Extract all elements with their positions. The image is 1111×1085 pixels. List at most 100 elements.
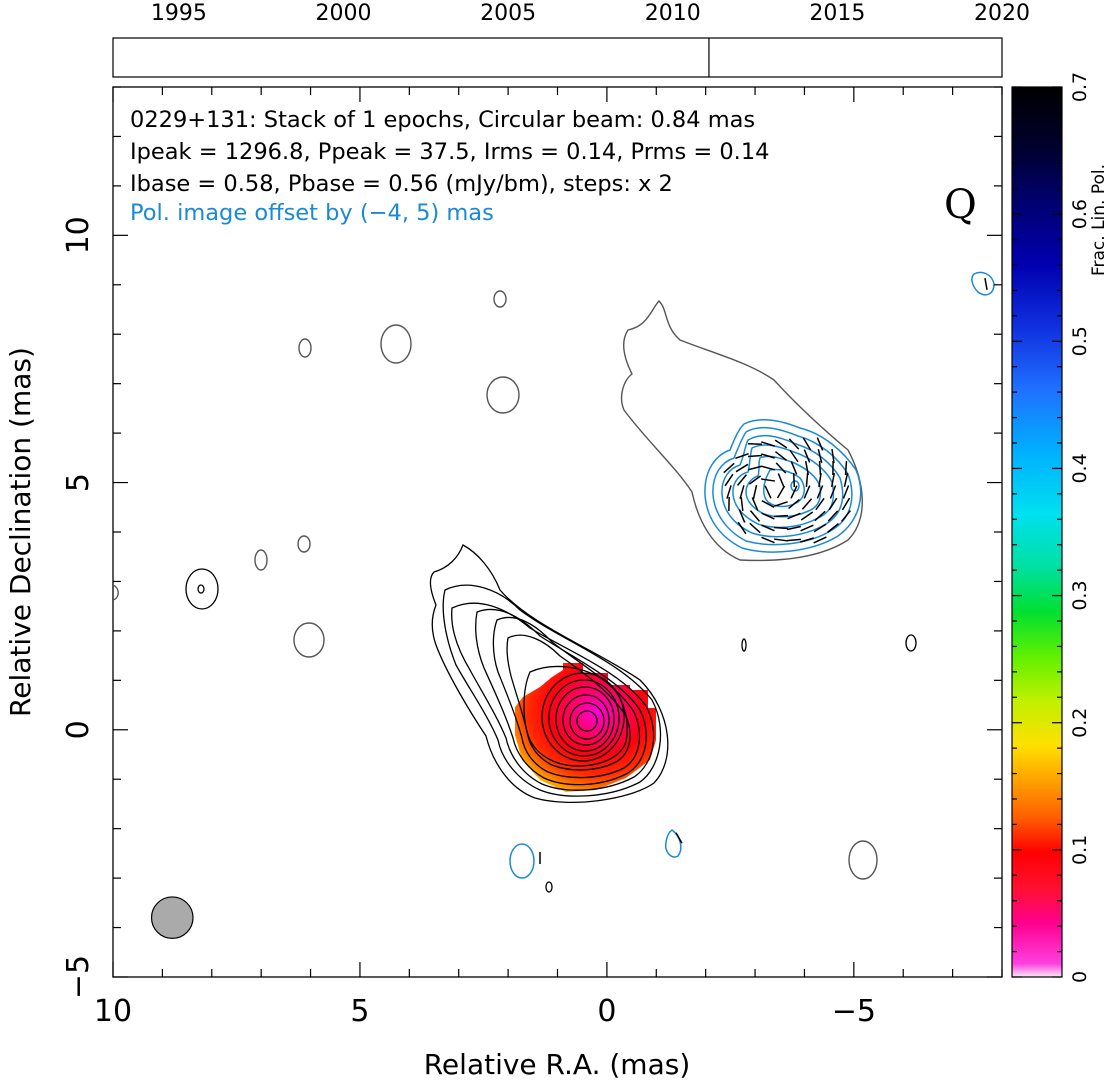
evpa-tick (831, 448, 835, 464)
timeline-year-label: 2000 (315, 1, 371, 26)
annotation-line: Ipeak = 1296.8, Ppeak = 37.5, Irms = 0.1… (130, 139, 769, 165)
annotation-block: 0229+131: Stack of 1 epochs, Circular be… (130, 107, 977, 228)
evpa-tick (786, 525, 802, 531)
intensity-contour (475, 608, 647, 786)
shifted-noise-contour (113, 584, 119, 601)
evpa-tick (827, 523, 839, 533)
evpa-tick (739, 485, 745, 499)
polarized-intensity-contours (509, 271, 995, 879)
evpa-tick (748, 465, 762, 471)
evpa-tick (813, 523, 827, 533)
evpa-tick (803, 449, 811, 463)
y-tick-label: 5 (61, 473, 96, 492)
pol-contour (732, 444, 835, 529)
intensity-contour (506, 634, 631, 771)
evpa-tick (984, 277, 988, 291)
evpa-tick (760, 478, 776, 482)
intensity-contour (541, 672, 625, 762)
evpa-tick (844, 460, 848, 476)
evpa-tick (804, 460, 810, 476)
evpa-tick (841, 497, 851, 511)
evpa-tick (813, 536, 827, 544)
shifted-noise-contour (486, 376, 520, 414)
evpa-tick (752, 485, 758, 499)
intensity-contour (555, 686, 615, 752)
intensity-contour (548, 679, 620, 757)
evpa-tick (818, 460, 822, 476)
colorbar-tick-label: 0.4 (1069, 453, 1091, 483)
colorbar-tick-label: 0.6 (1069, 199, 1091, 229)
intensity-contour (442, 584, 662, 797)
evpa-tick (843, 473, 849, 487)
colorbar-label: Frac. Lin. Pol. (1089, 164, 1109, 276)
timeline-year-label: 2005 (480, 1, 536, 26)
axis-ticks: 10 5 0 −5 −5 0 5 10 (61, 86, 1003, 1029)
x-axis-label: Relative R.A. (mas) (424, 1048, 691, 1081)
colorbar-gradient (1011, 86, 1063, 978)
timeline-frame (112, 37, 1003, 78)
pol-noise-contour (664, 829, 682, 858)
evpa-tick (675, 832, 683, 844)
evpa-tick (814, 510, 826, 522)
evpa-tick (723, 462, 735, 474)
evpa-tick (761, 524, 775, 532)
intensity-contour (576, 710, 598, 732)
pol-contour (745, 455, 822, 518)
evpa-tick (800, 511, 814, 521)
pol-offset-note: Pol. image offset by (−4, 5) mas (130, 200, 494, 226)
evpa-tick (792, 472, 796, 488)
pol-contour (763, 468, 805, 508)
shifted-intensity-contour (620, 300, 863, 562)
shifted-noise-contour (297, 535, 311, 553)
evpa-tick (788, 498, 800, 510)
evpa-tick (774, 501, 788, 507)
evpa-tick (726, 485, 732, 499)
annotation-line: 0229+131: Stack of 1 epochs, Circular be… (130, 107, 755, 133)
colorbar-tick-label: 0.7 (1069, 72, 1091, 102)
colorbar-tick-label: 0.3 (1069, 580, 1091, 610)
evpa-tick (747, 454, 763, 458)
evpa-tick (828, 497, 838, 511)
evpa-tick (816, 485, 824, 499)
pol-contour (704, 418, 862, 553)
pol-contour (712, 426, 853, 546)
x-tick-label: 10 (94, 994, 132, 1029)
evpa-tick (805, 472, 809, 488)
evpa-tick (801, 498, 813, 510)
colorbar: 0 0.1 0.2 0.3 0.4 0.5 0.6 0.7 Frac. Lin. Pol. (1011, 72, 1109, 983)
y-tick-label: 10 (61, 216, 96, 254)
noise-contour (905, 634, 917, 652)
evpa-tick (764, 485, 772, 499)
x-tick-label: 0 (597, 994, 616, 1029)
evpa-tick (773, 526, 789, 530)
evpa-tick (775, 462, 787, 474)
intensity-contour (429, 544, 669, 803)
evpa-vectors (539, 277, 988, 864)
evpa-tick (816, 437, 824, 451)
pol-contour (721, 434, 844, 538)
noise-contour (197, 584, 205, 594)
band-label: Q (944, 182, 977, 228)
evpa-tick (761, 512, 775, 520)
evpa-tick (748, 475, 762, 485)
evpa-tick (788, 438, 800, 450)
evpa-tick (761, 536, 775, 544)
shifted-noise-contour (254, 549, 268, 571)
restoring-beam (150, 896, 194, 940)
evpa-tick (740, 496, 744, 512)
x-tick-label: −5 (832, 994, 876, 1029)
intensity-contour (492, 616, 641, 779)
evpa-tick (776, 485, 786, 499)
evpa-tick (775, 451, 787, 461)
annotation-line: Ibase = 0.58, Pbase = 0.56 (mJy/bm), ste… (130, 171, 673, 197)
shifted-intensity-contours (113, 290, 878, 880)
evpa-tick (786, 538, 802, 542)
pol-noise-contour (971, 271, 995, 296)
shifted-noise-contour (293, 622, 325, 658)
shifted-noise-contour (848, 840, 878, 880)
evpa-tick (761, 441, 775, 447)
evpa-tick (829, 485, 837, 499)
colorbar-tick-label: 0.5 (1069, 326, 1091, 356)
evpa-tick (773, 538, 789, 542)
